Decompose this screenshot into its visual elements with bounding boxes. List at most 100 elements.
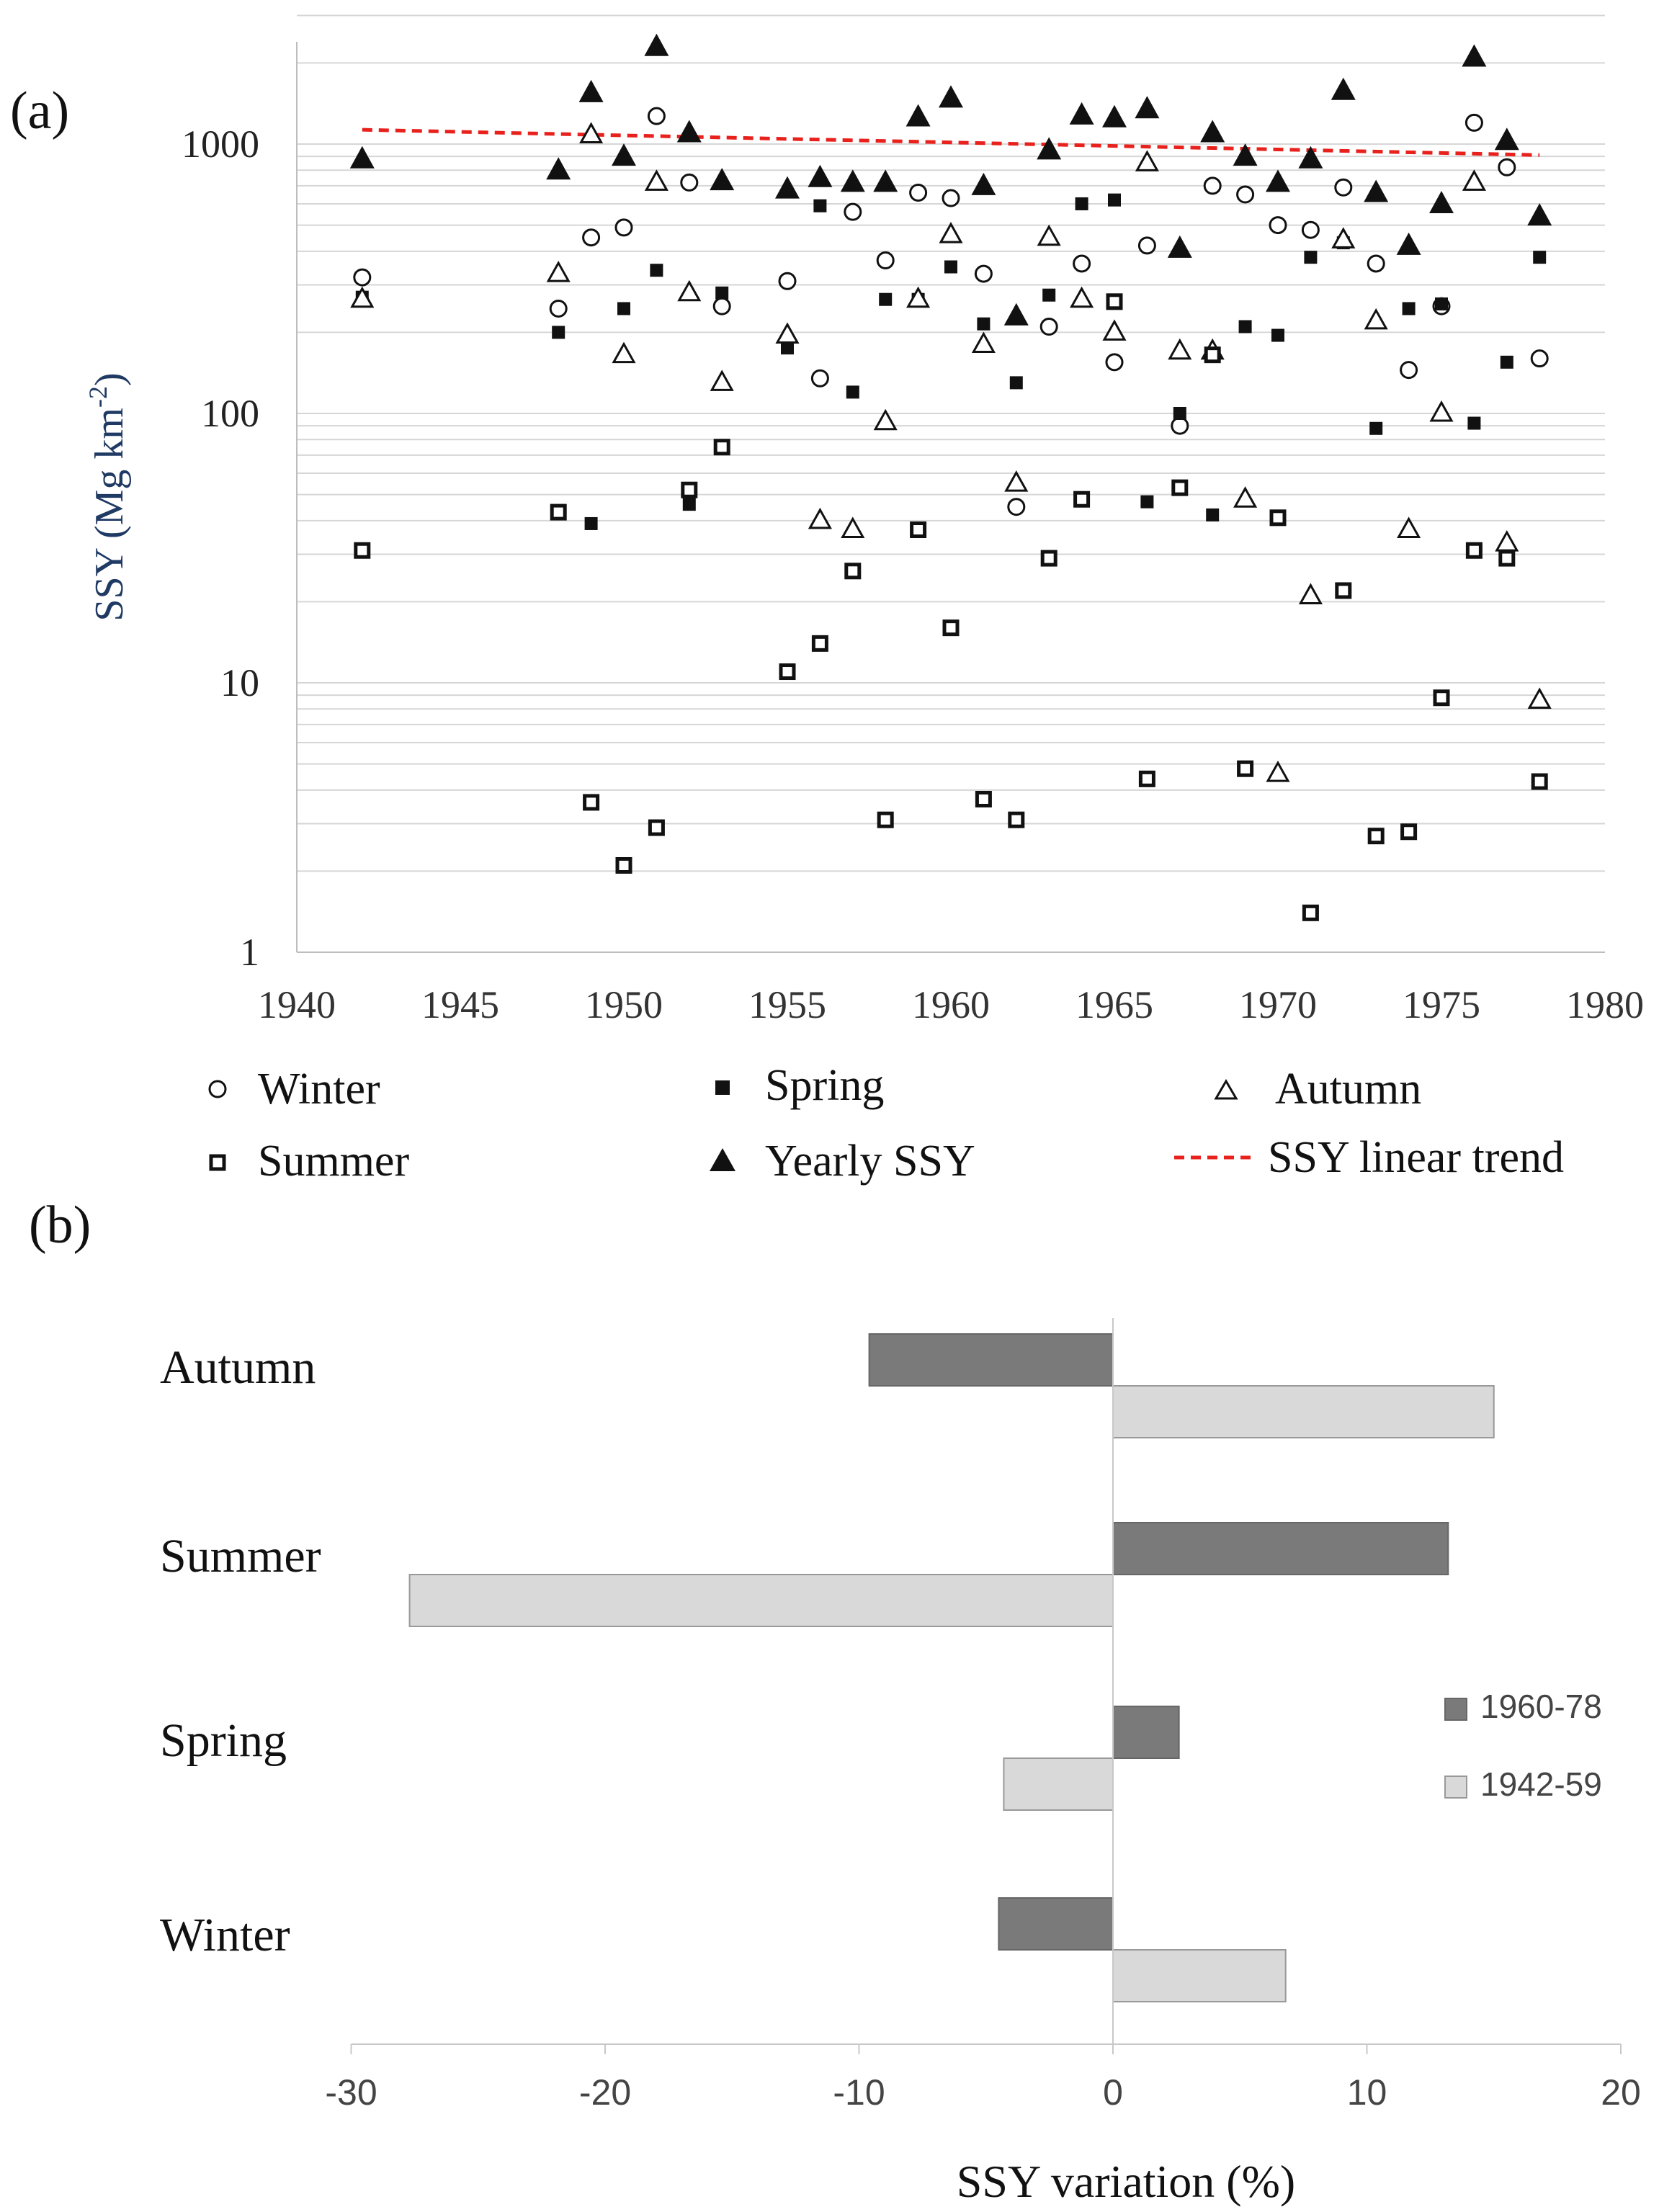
- yearly-point: [1462, 44, 1487, 67]
- spring-point: [1009, 376, 1023, 390]
- winter-point: [647, 107, 666, 125]
- bar-autumn-1942-59: [1112, 1385, 1495, 1438]
- x-tick-label: 1955: [748, 983, 826, 1026]
- panel-b-x-tick-labels: -30 -20 -10 0 10 20: [325, 2072, 1640, 2113]
- legend-marker-yearly: [710, 1148, 735, 1171]
- panel-b-x-axis-label: SSY variation (%): [957, 2156, 1295, 2207]
- yearly-point: [578, 79, 604, 102]
- summer-point: [1040, 550, 1057, 567]
- summer-point: [1237, 760, 1254, 777]
- autumn-point: [677, 279, 702, 302]
- autumn-point: [1233, 486, 1258, 508]
- summer-point: [1335, 582, 1352, 599]
- legend-label-winter: Winter: [258, 1065, 380, 1114]
- bar-spring-1942-59: [1003, 1757, 1114, 1811]
- summer-point: [1008, 811, 1025, 828]
- spring-point: [977, 317, 991, 331]
- spring-point: [1173, 407, 1186, 420]
- yearly-point: [1429, 190, 1454, 213]
- autumn-point: [710, 370, 734, 391]
- legend-swatch-1942-59: [1444, 1776, 1467, 1799]
- spring-point: [846, 385, 859, 399]
- yearly-point: [808, 164, 833, 187]
- autumn-point: [1070, 286, 1094, 308]
- yearly-point: [1135, 96, 1160, 119]
- panel-a-legend: Winter Spring Autumn Summer Yearly SSY S…: [208, 1061, 1564, 1186]
- summer-point: [648, 819, 665, 836]
- yearly-point: [546, 157, 571, 180]
- summer-point: [1138, 770, 1155, 787]
- summer-point: [550, 503, 567, 521]
- summer-point: [779, 663, 796, 681]
- winter-point: [1171, 416, 1189, 435]
- summer-point: [1269, 509, 1287, 527]
- winter-point: [810, 369, 829, 388]
- winter-point: [1400, 361, 1418, 380]
- autumn-point: [644, 169, 668, 191]
- spring-point: [1206, 508, 1220, 521]
- yearly-point: [1527, 203, 1552, 226]
- summer-point: [1465, 542, 1483, 559]
- spring-point: [1304, 251, 1318, 264]
- legend-marker-summer: [209, 1154, 226, 1171]
- x-tick-label: 1970: [1239, 983, 1317, 1026]
- spring-point: [1140, 495, 1154, 509]
- spring-point: [1042, 288, 1056, 302]
- summer-point: [1204, 346, 1221, 364]
- panel-b-category-labels: Autumn Summer Spring Winter: [160, 1341, 321, 1961]
- panel-b-bars-layer: [408, 1333, 1495, 2002]
- winter-point: [680, 173, 699, 192]
- legend-label-trend: SSY linear trend: [1268, 1133, 1564, 1182]
- bar-summer-1942-59: [408, 1574, 1114, 1627]
- yearly-point: [775, 176, 800, 199]
- x-tick-label: 1980: [1566, 983, 1644, 1026]
- legend-label-1960-78: 1960-78: [1480, 1688, 1602, 1725]
- trend-line: [362, 127, 1540, 157]
- winter-point: [1301, 220, 1320, 239]
- category-label-spring: Spring: [160, 1714, 287, 1767]
- yearly-point: [971, 172, 996, 195]
- y-tick-label: 10: [220, 661, 259, 704]
- yearly-point: [1298, 145, 1323, 169]
- category-label-summer: Summer: [160, 1530, 321, 1582]
- legend-label-spring: Spring: [765, 1061, 884, 1110]
- summer-point: [1106, 293, 1123, 310]
- winter-point: [1367, 254, 1385, 273]
- winter-point: [1236, 185, 1255, 204]
- spring-point: [584, 516, 598, 530]
- winter-point: [353, 268, 372, 287]
- autumn-point: [1102, 319, 1127, 341]
- summer-point: [910, 521, 927, 538]
- summer-point: [1400, 823, 1418, 841]
- autumn-point: [350, 286, 375, 308]
- winter-point: [942, 189, 960, 207]
- autumn-point: [841, 516, 865, 538]
- panel-a-x-tick-labels: 1940 1945 1950 1955 1960 1965 1970 1975 1980: [258, 983, 1644, 1026]
- autumn-point: [873, 408, 898, 431]
- autumn-point: [579, 122, 604, 143]
- yearly-point: [1167, 235, 1192, 258]
- legend-marker-winter: [208, 1080, 227, 1098]
- winter-point: [1465, 113, 1483, 132]
- winter-point: [614, 218, 633, 237]
- winter-point: [778, 272, 797, 290]
- legend-label-1942-59: 1942-59: [1480, 1765, 1602, 1803]
- spring-point: [682, 498, 696, 511]
- legend-label-summer: Summer: [258, 1137, 409, 1186]
- yearly-point: [1069, 102, 1094, 125]
- legend-marker-spring: [715, 1080, 730, 1095]
- panel-b-legend: 1960-78 1942-59: [1444, 1688, 1602, 1803]
- spring-point: [1500, 355, 1513, 369]
- spring-point: [552, 326, 565, 339]
- panel-b-axes-layer: [350, 1318, 1622, 2054]
- category-label-autumn: Autumn: [160, 1341, 316, 1394]
- summer-point: [1498, 550, 1516, 567]
- yearly-point: [939, 85, 963, 108]
- autumn-point: [1397, 516, 1421, 538]
- spring-point: [1435, 297, 1448, 310]
- autumn-point: [1429, 400, 1454, 422]
- summer-point: [1302, 904, 1319, 921]
- winter-point: [1137, 236, 1156, 255]
